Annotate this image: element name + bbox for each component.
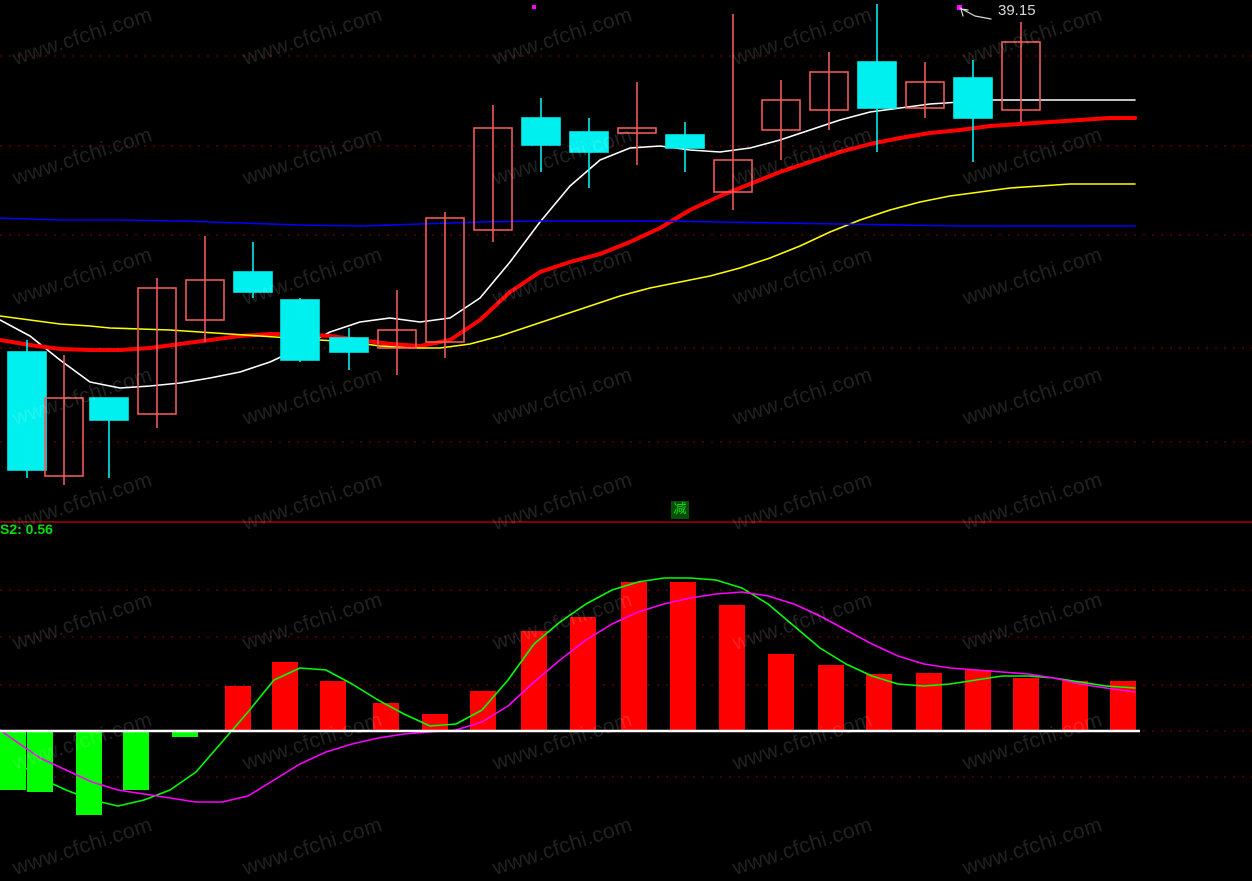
macd-bar-19[interactable] (916, 673, 942, 731)
price-gridlines (0, 55, 1252, 443)
macd-line-dif (0, 577, 1136, 807)
macd-legend-label: S2: 0.56 (0, 521, 53, 537)
candle-body-3 (137, 287, 177, 415)
candle-5[interactable] (233, 242, 273, 298)
candle-body-13 (617, 127, 657, 134)
macd-bar-3[interactable] (123, 731, 149, 790)
candle-body-19 (905, 81, 945, 109)
candle-13[interactable] (617, 82, 657, 165)
candle-16[interactable] (761, 80, 801, 160)
candle-14[interactable] (665, 122, 705, 172)
high-marker-arrow-head-a (960, 8, 969, 11)
candle-body-15 (713, 159, 753, 193)
macd-bar-15[interactable] (719, 605, 745, 731)
chart-canvas[interactable] (0, 0, 1252, 860)
candle-body-14 (665, 134, 705, 149)
candle-body-5 (233, 271, 273, 293)
ma-line-ma-white (0, 99, 1136, 389)
candle-6[interactable] (280, 298, 320, 362)
ma-line-ma-yellow (0, 183, 1136, 349)
candle-body-2 (89, 397, 129, 421)
candle-body-6 (280, 299, 320, 361)
candle-4[interactable] (185, 236, 225, 342)
candle-7[interactable] (329, 328, 369, 370)
reduce-signal-marker[interactable]: 减 (671, 501, 689, 519)
candle-body-0 (7, 351, 47, 471)
candle-10[interactable] (473, 105, 513, 242)
candle-17[interactable] (809, 52, 849, 130)
candle-body-1 (44, 397, 84, 477)
candle-body-10 (473, 127, 513, 231)
candle-3[interactable] (137, 278, 177, 428)
candle-15[interactable] (713, 14, 753, 210)
candle-body-7 (329, 337, 369, 353)
macd-bar-9[interactable] (422, 714, 448, 731)
macd-bar-6[interactable] (272, 662, 298, 731)
macd-bar-16[interactable] (768, 654, 794, 731)
candle-body-17 (809, 71, 849, 111)
ma-line-ma-red (0, 116, 1137, 352)
macd-bar-4[interactable] (172, 731, 198, 737)
macd-bar-0[interactable] (0, 731, 26, 790)
macd-bar-2[interactable] (76, 731, 102, 815)
macd-bar-7[interactable] (320, 681, 346, 731)
macd-line-dea (0, 591, 1136, 803)
macd-bar-17[interactable] (818, 665, 844, 731)
candle-2[interactable] (89, 397, 129, 478)
candle-11[interactable] (521, 98, 561, 172)
candle-9[interactable] (425, 212, 465, 358)
floating-dot-marker (532, 5, 536, 9)
candle-body-20 (953, 77, 993, 119)
candle-20[interactable] (953, 60, 993, 162)
candle-body-11 (521, 117, 561, 146)
candle-1[interactable] (44, 355, 84, 485)
macd-bar-22[interactable] (1062, 681, 1088, 731)
candle-18[interactable] (857, 4, 897, 152)
macd-bar-18[interactable] (866, 674, 892, 731)
candle-19[interactable] (905, 62, 945, 118)
candle-body-12 (569, 131, 609, 153)
candle-body-4 (185, 279, 225, 321)
candle-0[interactable] (7, 340, 47, 478)
candle-body-18 (857, 61, 897, 109)
high-marker-arrow-line (959, 7, 992, 20)
macd-bar-12[interactable] (570, 617, 596, 731)
moving-average-lines (0, 99, 1137, 389)
macd-bar-8[interactable] (373, 703, 399, 731)
candle-body-9 (425, 217, 465, 343)
macd-signal-lines (0, 577, 1136, 807)
ma-line-ma-blue (0, 217, 1136, 227)
price-high-label: 39.15 (998, 2, 1036, 19)
chart-markers[interactable] (532, 5, 992, 20)
candlestick-series[interactable] (7, 4, 1041, 485)
macd-bar-14[interactable] (670, 582, 696, 731)
candle-21[interactable] (1001, 22, 1041, 122)
macd-bar-13[interactable] (621, 582, 647, 731)
macd-bar-21[interactable] (1013, 678, 1039, 731)
high-marker-arrow-head-b (960, 8, 964, 17)
candle-body-16 (761, 99, 801, 131)
high-marker-dot (957, 5, 962, 10)
candle-body-21 (1001, 41, 1041, 111)
candle-body-8 (377, 329, 417, 349)
candle-12[interactable] (569, 118, 609, 188)
candle-8[interactable] (377, 290, 417, 375)
